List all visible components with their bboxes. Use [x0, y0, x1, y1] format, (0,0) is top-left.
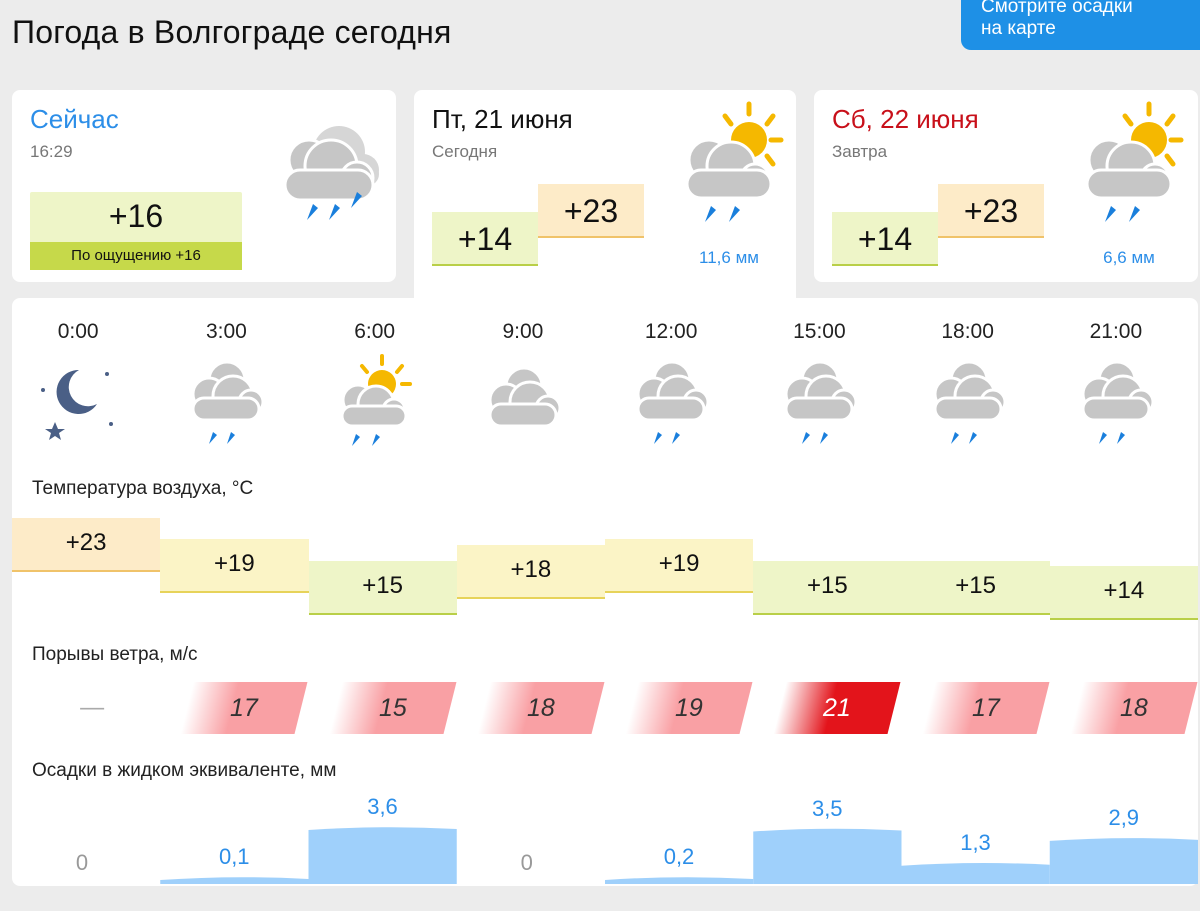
tomorrow-date: Сб, 22 июня	[832, 104, 979, 134]
hour-label: 3:00	[205, 320, 247, 343]
precip-bar	[1049, 838, 1198, 884]
temp-section-label: Температура воздуха, °C	[32, 478, 254, 499]
hour-label: 12:00	[644, 320, 698, 343]
sun-cloud-rain-icon	[1085, 101, 1184, 222]
tomorrow-low: +14	[832, 212, 938, 266]
precip-bar	[901, 863, 1050, 884]
wind-gust-value: 18	[526, 694, 555, 722]
hourly-card: 0:00 3:00 6:00 9:00 12:00 15:00 18:00 21:00 Тем…	[12, 298, 1198, 886]
precip-bar	[753, 828, 902, 884]
now-time: 16:29	[30, 142, 73, 161]
wind-gust-cell: 15	[329, 682, 457, 734]
wind-gust-value: 19	[675, 694, 704, 722]
temp-cell: +19	[160, 539, 309, 594]
precip-value: 0	[520, 850, 533, 875]
tomorrow-high: +23	[938, 184, 1044, 238]
wind-gust-cell: 18	[477, 682, 605, 734]
precip-value: 1,3	[960, 829, 991, 855]
wind-gust-cell: 17	[922, 682, 1050, 734]
today-high: +23	[538, 184, 644, 238]
today-low: +14	[432, 212, 538, 266]
map-button-line-1: Смотрите осадки	[981, 0, 1133, 17]
sun-cloud-rain-icon	[340, 354, 412, 446]
now-feels-like: По ощущению +16	[30, 242, 242, 270]
wind-gust-cell: 17	[180, 682, 308, 734]
today-sub: Сегодня	[432, 142, 498, 161]
sun-cloud-rain-icon	[685, 101, 784, 222]
wind-gust-value: 18	[1119, 694, 1148, 722]
precip-section-label: Осадки в жидком эквиваленте, мм	[32, 760, 337, 781]
wind-gust-value: 17	[971, 694, 1000, 722]
precip-value: 0	[75, 850, 89, 875]
precip-bar	[605, 877, 754, 884]
hour-label: 15:00	[793, 320, 846, 343]
cloud-rain-icon	[283, 126, 379, 220]
moon-stars-icon	[41, 369, 114, 440]
wind-no-data: —	[80, 694, 105, 721]
cropped-breadcrumb	[60, 0, 700, 4]
precip-bar	[160, 877, 309, 884]
wind-section-label: Порывы ветра, м/с	[32, 644, 198, 665]
cloud-rain-icon	[1081, 360, 1155, 444]
now-label: Сейчас	[30, 104, 119, 134]
hour-label: 0:00	[57, 320, 99, 343]
wind-gust-value: 15	[378, 694, 407, 722]
precip-value: 3,5	[811, 795, 843, 821]
temp-cell: +23	[12, 518, 161, 572]
wind-gust-value: 21	[823, 694, 852, 722]
cloud-rain-icon	[784, 360, 858, 444]
wind-gust-cell: 19	[625, 682, 753, 734]
tomorrow-sub: Завтра	[832, 142, 888, 161]
now-temp-block: +16 По ощущению +16	[30, 192, 242, 270]
temp-cell: +15	[308, 560, 457, 615]
temp-cell: +19	[605, 539, 754, 594]
hour-label: 9:00	[502, 320, 544, 343]
precip-chart	[160, 827, 1198, 884]
precip-bar	[308, 827, 457, 884]
precip-value: 2,9	[1108, 804, 1140, 830]
tomorrow-precip: 6,6 мм	[1103, 248, 1155, 267]
today-card[interactable]: Пт, 21 июня Сегодня +14 +23 11,6 мм	[414, 90, 796, 330]
tomorrow-card[interactable]: Сб, 22 июня Завтра +14 +23 6,6 мм	[814, 90, 1198, 282]
map-button-line-2: на карте	[981, 18, 1056, 39]
hour-label: 18:00	[941, 320, 994, 343]
cloud-icon	[488, 366, 562, 428]
cloud-rain-icon	[636, 360, 710, 444]
cloud-rain-icon	[933, 360, 1007, 444]
precip-map-button[interactable]: Смотрите осадки на карте	[961, 0, 1200, 50]
now-temp: +16	[108, 198, 164, 234]
hour-label: 21:00	[1089, 320, 1143, 343]
today-precip: 11,6 мм	[699, 248, 759, 267]
temp-cell: +15	[901, 560, 1050, 615]
temp-cell: +18	[456, 544, 605, 599]
cloud-rain-icon	[191, 360, 265, 444]
precip-value: 3,6	[367, 794, 398, 819]
temp-cell: +14	[1049, 566, 1198, 620]
wind-gust-cell: 18	[1070, 682, 1198, 734]
precip-value: 0,2	[663, 844, 695, 869]
wind-gust-value: 17	[230, 694, 259, 722]
hour-label: 6:00	[354, 320, 396, 343]
temp-cell: +15	[753, 560, 902, 615]
today-date: Пт, 21 июня	[432, 104, 573, 134]
precip-value: 0,1	[218, 844, 250, 869]
page-title: Погода в Волгограде сегодня	[12, 14, 452, 50]
wind-gust-cell: 21	[773, 682, 901, 734]
now-card[interactable]: Сейчас 16:29 +16 По ощущению +16	[12, 90, 396, 282]
